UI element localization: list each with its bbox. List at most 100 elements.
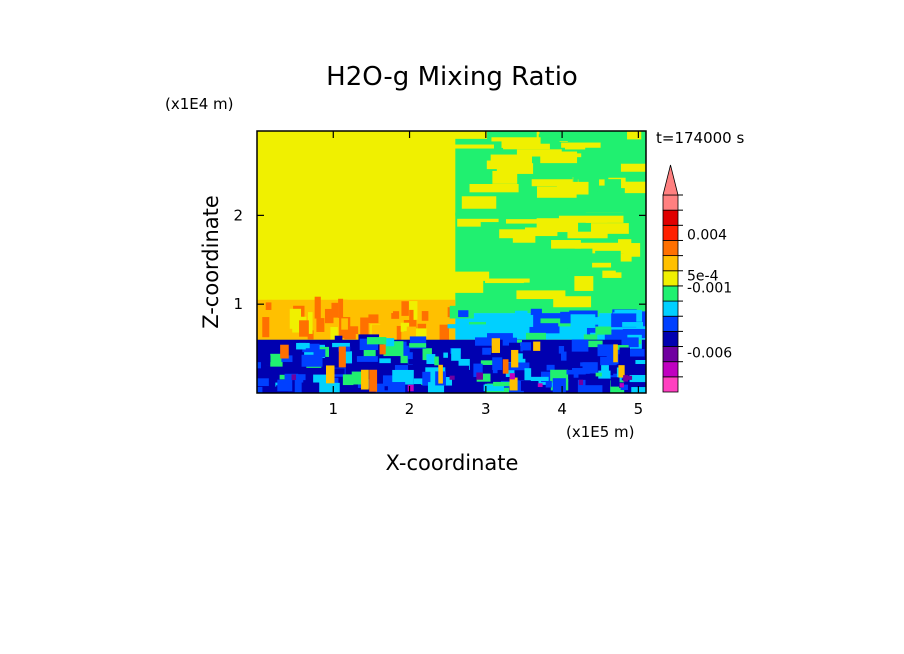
field-blotch — [360, 317, 369, 338]
time-label: t=174000 s — [656, 129, 744, 147]
y-axis-label: Z-coordinate — [199, 195, 223, 329]
field-blotch — [480, 360, 494, 365]
field-blotch — [451, 348, 461, 361]
field-blotch — [570, 181, 589, 195]
field-blotch — [582, 385, 603, 393]
field-blotch — [560, 268, 608, 281]
field-blotch — [277, 379, 293, 392]
field-blotch — [541, 371, 557, 383]
colorbar-segment — [662, 330, 679, 347]
field-blotch — [400, 351, 409, 364]
y-tick-label: 1 — [233, 295, 243, 313]
colorbar — [662, 164, 683, 393]
field-blotch — [387, 382, 406, 393]
field-blotch — [361, 369, 369, 390]
field-blotch — [458, 332, 485, 340]
field-blotch — [483, 384, 504, 392]
field-blotch — [301, 382, 320, 393]
colorbar-extend-arrow — [662, 164, 679, 196]
field-blotch — [458, 310, 469, 318]
field-blotch — [533, 341, 541, 351]
field-blotch — [615, 266, 634, 273]
field-blotch — [597, 344, 616, 357]
field-blotch — [381, 311, 387, 328]
field-blotch — [537, 383, 543, 388]
colorbar-segment — [662, 376, 679, 393]
field-blotch — [422, 371, 431, 386]
field-blotch — [298, 368, 318, 375]
field-blotch — [482, 347, 492, 355]
field-blotch — [457, 365, 470, 375]
field-blotch — [514, 310, 528, 321]
field-blotch — [476, 372, 483, 380]
field-blotch — [473, 363, 483, 378]
field-blotch — [408, 359, 420, 365]
field-blotch — [427, 382, 445, 393]
field-blotch — [619, 383, 624, 388]
field-blotch — [262, 317, 270, 338]
field-blotch — [507, 362, 530, 371]
field-blotch — [631, 260, 646, 271]
field-blotch — [379, 344, 386, 355]
field-blotch — [442, 271, 490, 281]
colorbar-segment — [662, 346, 679, 363]
field-blotch — [622, 328, 646, 339]
field-blotch — [257, 360, 262, 369]
field-blotch — [602, 270, 622, 278]
field-blotch — [505, 219, 539, 224]
field-blotch — [511, 349, 519, 368]
field-blotch — [314, 296, 321, 319]
field-blotch — [539, 131, 580, 142]
chart-title: H2O-g Mixing Ratio — [326, 62, 578, 92]
field-blotch — [544, 353, 562, 365]
field-blotch — [466, 324, 489, 329]
field-blotch — [571, 339, 589, 352]
field-blotch — [564, 145, 586, 150]
field-blotch — [552, 378, 566, 393]
field-blotch — [617, 253, 632, 262]
field-blotch — [342, 374, 354, 386]
field-blotch — [379, 358, 391, 364]
field-blotch — [369, 369, 378, 392]
field-blotch — [457, 376, 468, 391]
field-blotch — [618, 365, 625, 378]
field-blotch — [577, 379, 586, 393]
x-axis-label: X-coordinate — [386, 451, 519, 475]
field-blotch — [498, 320, 527, 326]
colorbar-segment — [662, 361, 679, 378]
field-blotch — [341, 318, 348, 330]
field-blotch — [382, 305, 394, 314]
field-blotch — [620, 163, 646, 172]
field-blotch — [570, 314, 596, 328]
x-tick-label: 2 — [405, 400, 415, 418]
field-blotch — [600, 356, 617, 366]
field-blotch — [590, 332, 605, 344]
field-blotch — [624, 181, 646, 194]
field-blotch — [338, 298, 344, 318]
field-blotch — [375, 383, 390, 393]
field-blotch — [452, 144, 494, 149]
field-blotch — [447, 324, 467, 329]
field-blotch — [530, 308, 542, 323]
field-blotch — [574, 276, 594, 291]
y-units-label: (x1E4 m) — [165, 95, 234, 113]
colorbar-segment — [662, 285, 679, 302]
field-blotch — [560, 351, 567, 361]
field-blotch — [598, 370, 611, 379]
field-blotch — [491, 137, 541, 148]
field-blotch — [406, 326, 416, 341]
field-blotch — [502, 337, 517, 346]
field-blotch — [319, 382, 340, 393]
field-blotch — [466, 383, 478, 390]
colorbar-label: 0.004 — [687, 227, 727, 243]
field-blotch — [545, 380, 552, 388]
field-blotch — [409, 343, 427, 348]
field-blotch — [477, 141, 502, 156]
field-blotch — [338, 346, 346, 368]
plot-area — [257, 131, 646, 393]
field-blotch — [540, 151, 578, 164]
y-axis: 12 — [233, 206, 646, 313]
field-blotch — [331, 368, 345, 375]
field-blotch — [334, 335, 343, 347]
field-blotch — [443, 352, 448, 358]
